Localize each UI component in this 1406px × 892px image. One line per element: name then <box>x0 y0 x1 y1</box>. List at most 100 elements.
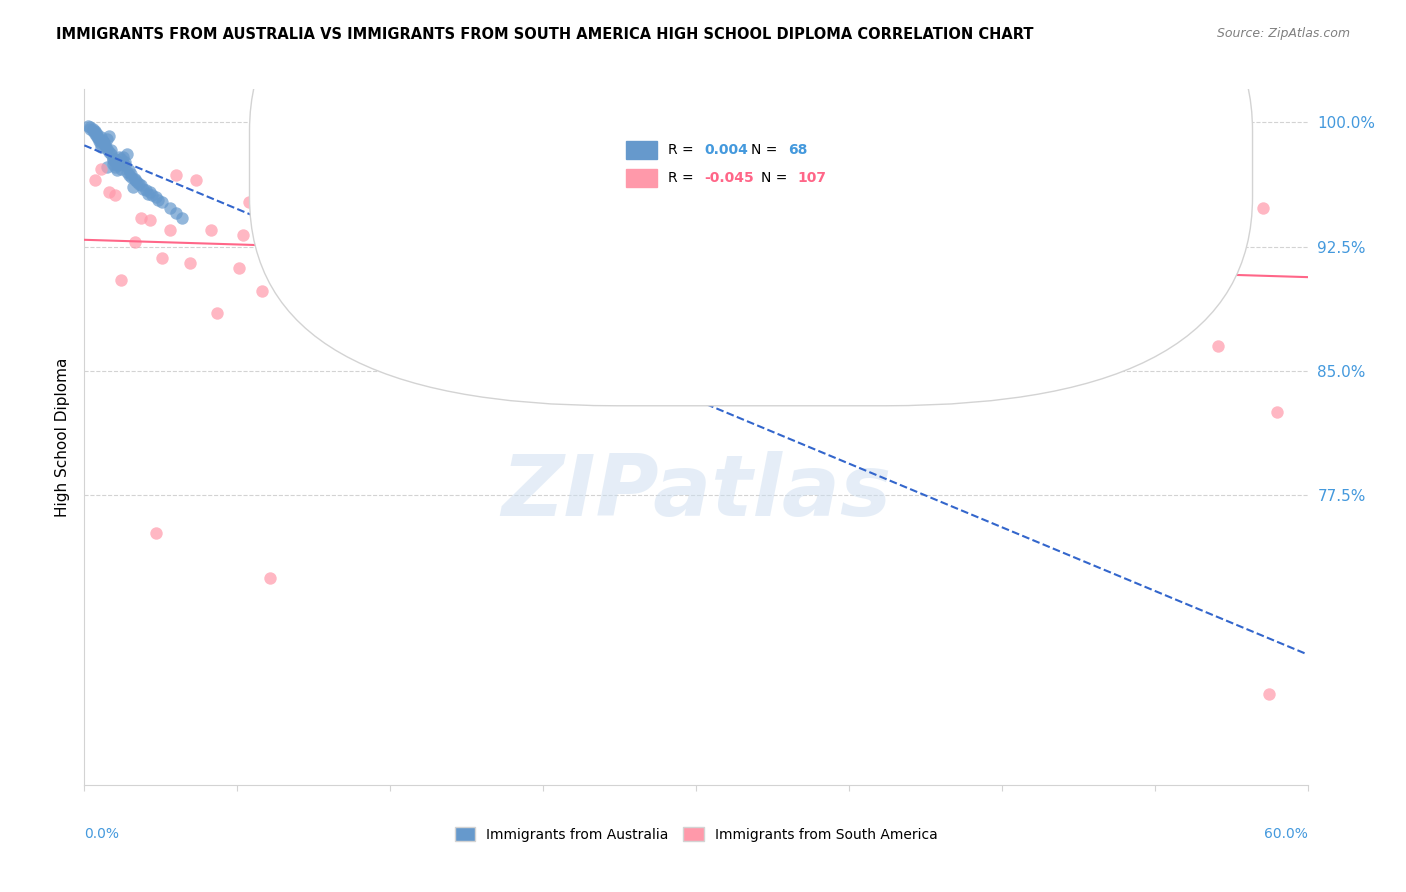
Point <box>90 140 112 154</box>
Point <box>131 211 153 226</box>
Point <box>87 134 110 148</box>
Point <box>323 180 346 194</box>
Point <box>150 194 173 209</box>
Point <box>426 196 449 211</box>
Point <box>464 277 486 292</box>
Point <box>101 152 124 166</box>
Point <box>375 310 398 325</box>
Point <box>375 227 398 242</box>
Point <box>96 160 118 174</box>
Point <box>200 223 222 237</box>
Point <box>657 322 679 336</box>
Point <box>613 301 636 315</box>
Point <box>1219 218 1241 232</box>
Text: R =: R = <box>668 170 697 185</box>
Point <box>779 244 801 259</box>
Legend: Immigrants from Australia, Immigrants from South America: Immigrants from Australia, Immigrants fr… <box>449 822 943 847</box>
Point <box>309 208 332 222</box>
Point <box>105 163 128 178</box>
Point <box>132 181 155 195</box>
Point <box>898 318 921 332</box>
Point <box>112 157 135 171</box>
Point <box>135 183 157 197</box>
Point <box>567 285 589 299</box>
Point <box>100 146 122 161</box>
Point <box>1257 687 1279 701</box>
Point <box>824 211 846 226</box>
Point <box>101 157 124 171</box>
Point <box>1050 294 1073 309</box>
Point <box>82 123 104 137</box>
Point <box>115 146 138 161</box>
Point <box>1168 192 1191 206</box>
Point <box>821 289 844 303</box>
Text: IMMIGRANTS FROM AUSTRALIA VS IMMIGRANTS FROM SOUTH AMERICA HIGH SCHOOL DIPLOMA C: IMMIGRANTS FROM AUSTRALIA VS IMMIGRANTS … <box>56 27 1033 42</box>
Point <box>120 169 142 184</box>
Point <box>1139 235 1161 249</box>
Point <box>394 223 416 237</box>
Point <box>856 178 879 193</box>
Point <box>974 273 997 287</box>
Text: -0.045: -0.045 <box>704 170 754 185</box>
Point <box>716 256 738 270</box>
Point <box>90 130 112 145</box>
Point <box>1251 202 1274 216</box>
Point <box>880 218 903 232</box>
Bar <box>626 141 657 159</box>
Point <box>228 261 250 276</box>
Point <box>598 181 620 195</box>
Point <box>172 211 194 226</box>
Point <box>631 239 654 253</box>
Point <box>450 213 472 227</box>
Point <box>87 132 110 146</box>
Point <box>304 289 326 303</box>
Point <box>91 135 114 149</box>
Point <box>159 202 181 216</box>
Point <box>686 229 709 244</box>
Point <box>1202 244 1225 259</box>
FancyBboxPatch shape <box>249 0 1253 406</box>
Point <box>93 138 115 153</box>
Point <box>681 202 703 216</box>
Point <box>122 180 145 194</box>
Text: 0.004: 0.004 <box>704 143 748 157</box>
Point <box>136 186 159 201</box>
Point <box>1021 318 1043 332</box>
Point <box>263 185 285 199</box>
Point <box>536 273 558 287</box>
Point <box>104 152 127 166</box>
Point <box>124 171 146 186</box>
Point <box>482 175 505 189</box>
Point <box>794 285 817 299</box>
Text: Source: ZipAtlas.com: Source: ZipAtlas.com <box>1216 27 1350 40</box>
Point <box>238 194 260 209</box>
Point <box>87 132 110 146</box>
Point <box>145 526 167 541</box>
Point <box>1135 301 1157 315</box>
Point <box>83 127 105 141</box>
Point <box>120 167 142 181</box>
Point <box>498 256 520 270</box>
Point <box>1265 405 1288 419</box>
Point <box>884 322 907 336</box>
Point <box>1178 277 1201 292</box>
Point <box>145 190 167 204</box>
Point <box>150 251 173 265</box>
Point <box>108 150 131 164</box>
Point <box>1035 306 1057 320</box>
Point <box>97 128 120 143</box>
Point <box>1094 180 1116 194</box>
Point <box>131 178 153 193</box>
Point <box>1062 227 1084 242</box>
Text: 0.0%: 0.0% <box>84 827 120 840</box>
Point <box>138 185 160 199</box>
Point <box>287 202 309 216</box>
Text: ZIPatlas: ZIPatlas <box>501 451 891 534</box>
Point <box>110 152 132 166</box>
Point <box>765 178 787 193</box>
Point <box>96 132 118 146</box>
Point <box>159 223 181 237</box>
Point <box>620 235 643 249</box>
Point <box>250 285 273 299</box>
Y-axis label: High School Diploma: High School Diploma <box>55 358 70 516</box>
